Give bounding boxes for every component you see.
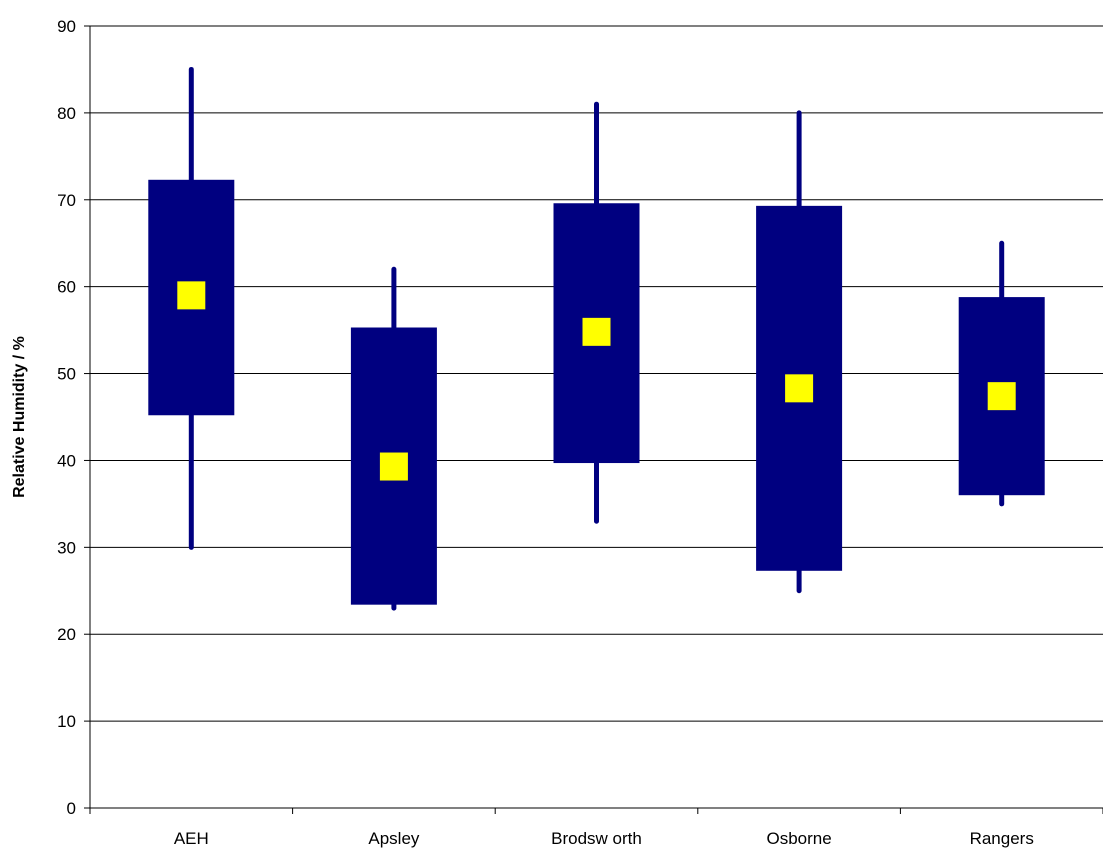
x-tick-label: Apsley bbox=[368, 829, 420, 848]
y-tick-label: 50 bbox=[57, 365, 76, 384]
axis-labels: 0 10 20 30 40 50 60 70 80 90 AEH Apsley Brodsw orth O… bbox=[57, 17, 1034, 848]
box-group bbox=[350, 266, 437, 611]
box-group bbox=[148, 66, 235, 550]
median-marker bbox=[987, 382, 1016, 411]
y-tick-label: 10 bbox=[57, 712, 76, 731]
y-tick-label: 70 bbox=[57, 191, 76, 210]
y-tick-label: 40 bbox=[57, 451, 76, 470]
axes bbox=[84, 25, 1103, 814]
box-group bbox=[958, 240, 1045, 507]
x-tick-label: Osborne bbox=[766, 829, 831, 848]
x-tick-label: Brodsw orth bbox=[551, 829, 642, 848]
y-tick-label: 60 bbox=[57, 278, 76, 297]
plot-area bbox=[148, 66, 1045, 611]
y-tick-label: 30 bbox=[57, 538, 76, 557]
box-group bbox=[756, 110, 843, 594]
x-tick-label: AEH bbox=[174, 829, 209, 848]
y-tick-label: 20 bbox=[57, 625, 76, 644]
x-tick-label: Rangers bbox=[970, 829, 1034, 848]
median-marker bbox=[582, 317, 611, 346]
box-group bbox=[553, 101, 640, 524]
y-tick-label: 0 bbox=[67, 799, 76, 818]
median-marker bbox=[177, 281, 206, 310]
y-tick-label: 90 bbox=[57, 17, 76, 36]
y-axis-title: Relative Humidity / % bbox=[11, 336, 28, 498]
y-tick-label: 80 bbox=[57, 104, 76, 123]
median-marker bbox=[379, 452, 408, 481]
median-marker bbox=[785, 374, 814, 403]
